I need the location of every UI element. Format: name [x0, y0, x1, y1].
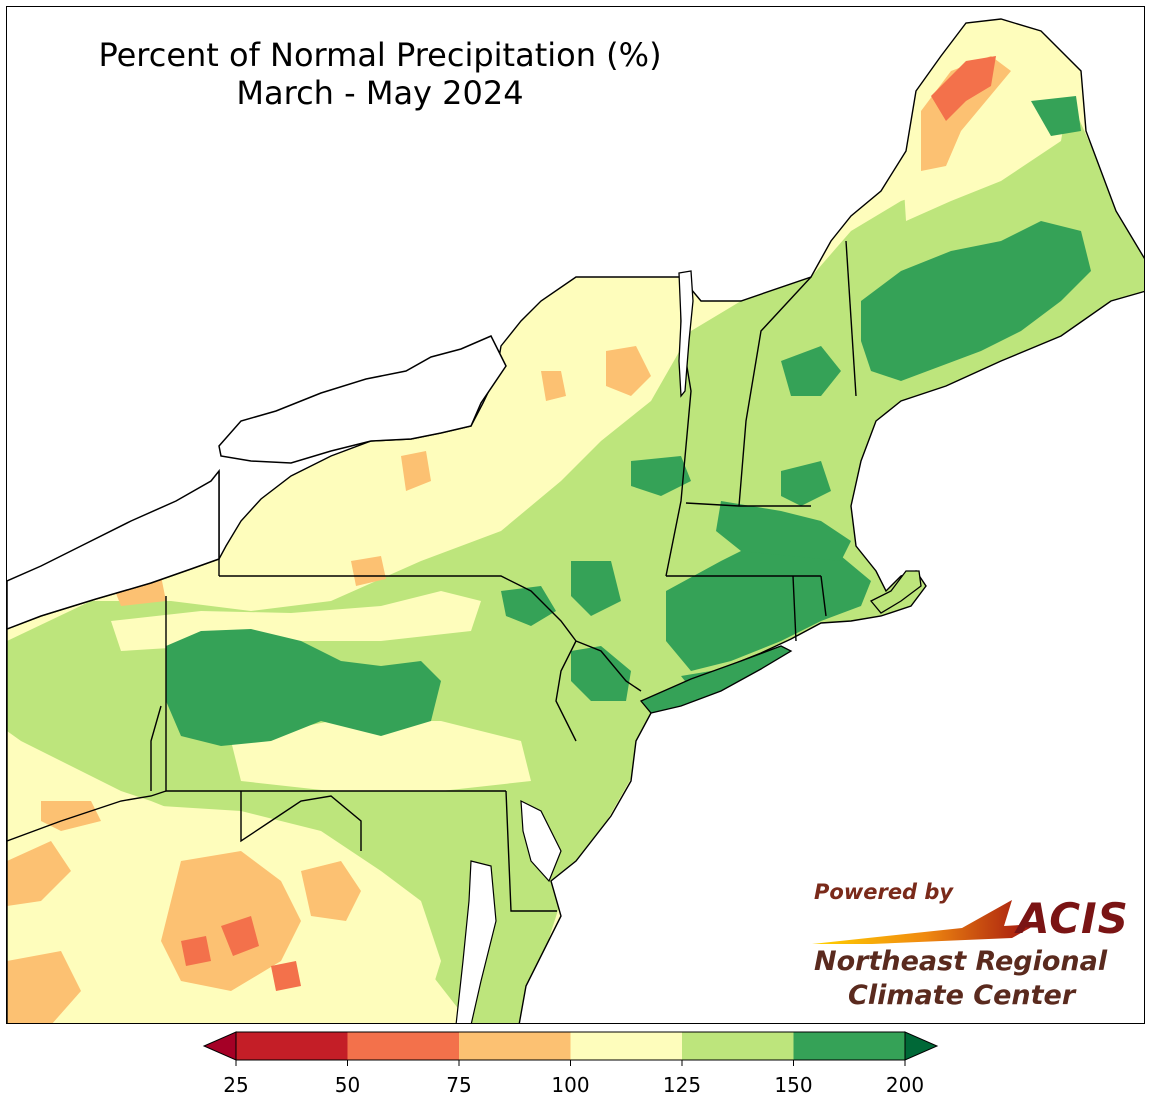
precipitation-map [7, 18, 1144, 1023]
colorbar-legend: 25 50 75 100 125 150 200 [202, 1031, 939, 1097]
colorbar-extend-low [202, 1031, 237, 1061]
delaware-bay [520, 799, 562, 883]
acis-text: ACIS [1017, 894, 1129, 943]
state-borders [7, 18, 1144, 1023]
title-line-1: Percent of Normal Precipitation (%) [98, 36, 662, 74]
colorbar-tick-label: 200 [886, 1073, 924, 1097]
colorbar-tick-label: 50 [335, 1073, 360, 1097]
long-island [639, 645, 793, 714]
colorbar-tick-label: 100 [551, 1073, 589, 1097]
acis-swoosh-graphic [812, 900, 1037, 944]
colorbar-bin [682, 1032, 794, 1060]
colorbar-tick-label: 75 [446, 1073, 471, 1097]
colorbar-tick-label: 25 [223, 1073, 248, 1097]
colorbar-bin [459, 1032, 571, 1060]
powered-by-text: Powered by [814, 880, 954, 904]
colorbar-bin [236, 1032, 348, 1060]
cape-cod [869, 570, 922, 614]
colorbar-tick-label: 125 [663, 1073, 701, 1097]
chesapeake-bay [455, 860, 497, 1023]
colorbar-extend-high [904, 1031, 939, 1061]
colorbar-bin [793, 1032, 905, 1060]
precip-shading [7, 56, 1144, 1023]
colorbar-tick-label: 150 [774, 1073, 812, 1097]
title-line-2: March - May 2024 [236, 74, 524, 112]
acis-nrcc-logo: Powered by ACIS Northeast Regional Clima… [812, 880, 1132, 1011]
colorbar-bin [570, 1032, 682, 1060]
great-lakes [7, 270, 694, 630]
map-frame [6, 6, 1145, 1024]
nrcc-line-2: Climate Center [848, 980, 1076, 1011]
colorbar-bin [347, 1032, 459, 1060]
map-title: Percent of Normal Precipitation (%) Marc… [0, 36, 760, 112]
nrcc-line-1: Northeast Regional [814, 946, 1108, 977]
